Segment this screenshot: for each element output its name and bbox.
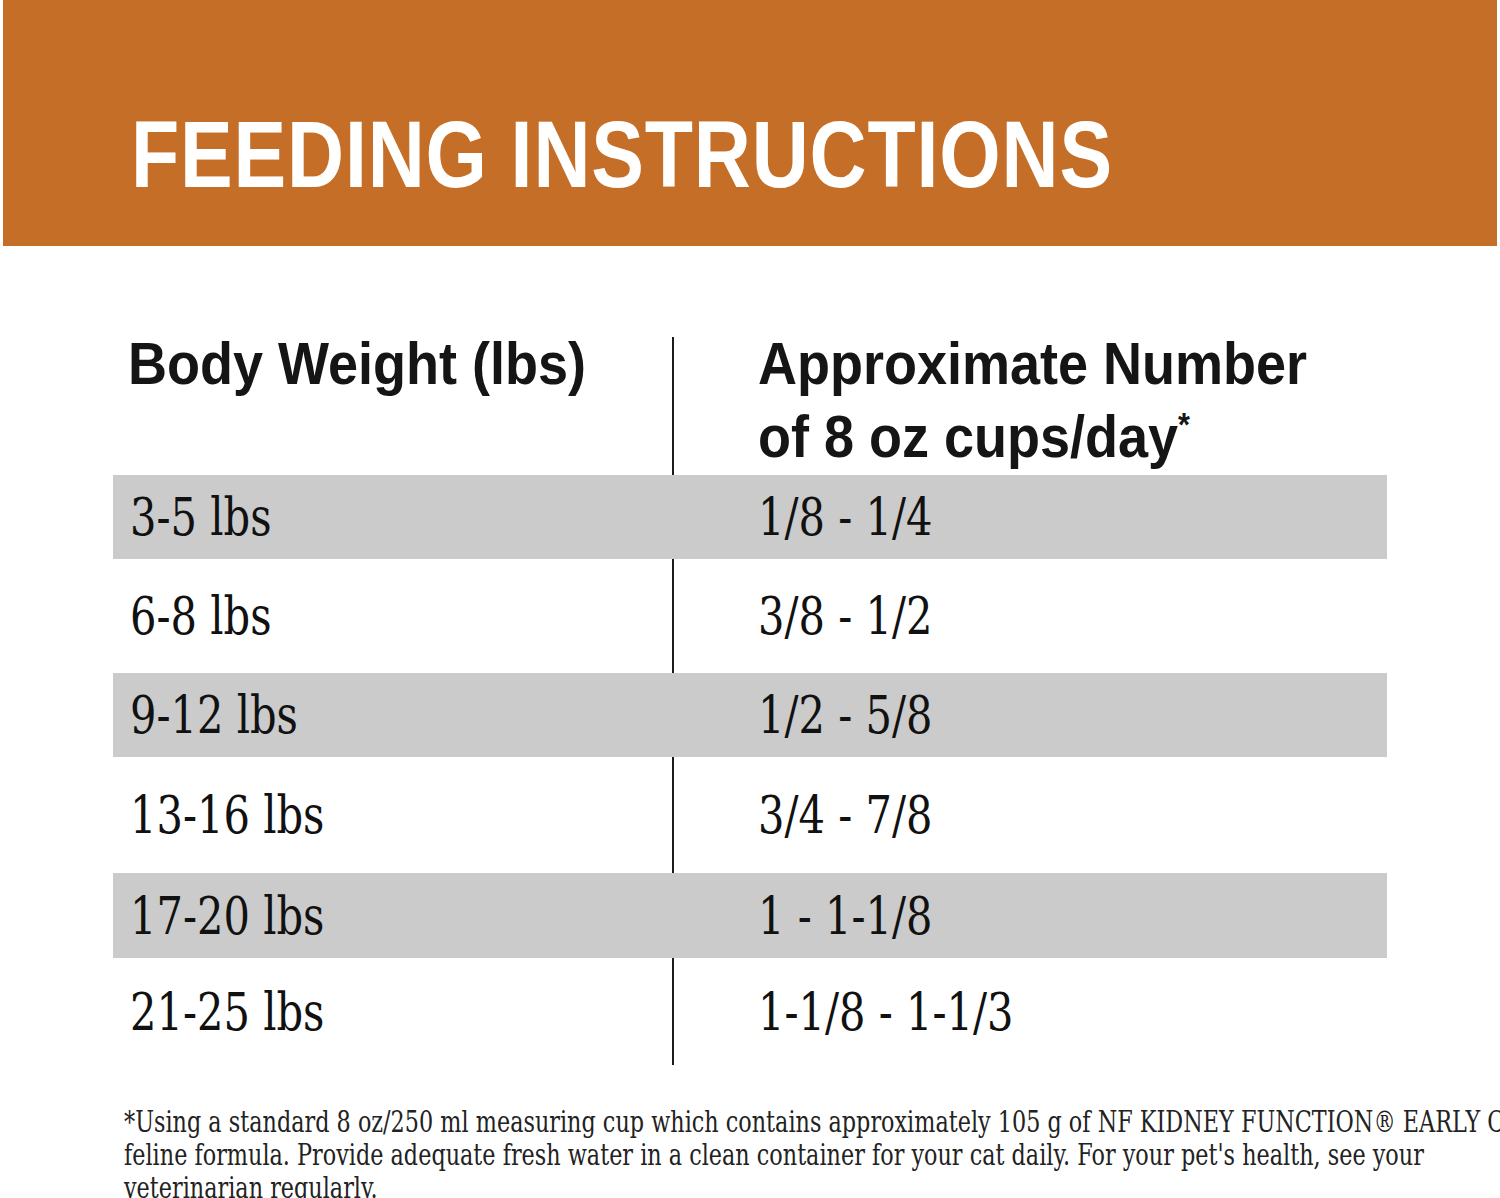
table-row: 6-8 lbs 3/8 - 1/2 <box>113 559 1387 673</box>
cups-cell: 1/2 - 5/8 <box>672 689 1387 741</box>
cups-value: 1/8 - 1/4 <box>758 491 932 543</box>
feeding-instructions-panel: FEEDING INSTRUCTIONS Body Weight (lbs) A… <box>0 0 1500 1198</box>
table-row: 9-12 lbs 1/2 - 5/8 <box>113 673 1387 757</box>
cups-cell: 1/8 - 1/4 <box>672 491 1387 543</box>
column-header-cups-per-day: Approximate Number of 8 oz cups/day* <box>758 327 1307 473</box>
cups-value: 1 - 1-1/8 <box>758 890 932 942</box>
body-weight-cell: 13-16 lbs <box>113 789 672 841</box>
body-weight-value: 13-16 lbs <box>130 789 324 841</box>
body-weight-value: 3-5 lbs <box>130 491 272 543</box>
body-weight-value: 9-12 lbs <box>130 689 298 741</box>
cups-value: 3/4 - 7/8 <box>758 789 932 841</box>
cups-value: 3/8 - 1/2 <box>758 590 932 642</box>
body-weight-value: 21-25 lbs <box>130 986 324 1038</box>
table-row: 21-25 lbs 1-1/8 - 1-1/3 <box>113 958 1387 1065</box>
body-weight-cell: 21-25 lbs <box>113 986 672 1038</box>
page-title: FEEDING INSTRUCTIONS <box>131 108 1113 202</box>
body-weight-cell: 6-8 lbs <box>113 590 672 642</box>
header-banner: FEEDING INSTRUCTIONS <box>3 0 1497 246</box>
cups-cell: 3/8 - 1/2 <box>672 590 1387 642</box>
body-weight-cell: 17-20 lbs <box>113 890 672 942</box>
cups-value: 1-1/8 - 1-1/3 <box>758 986 1013 1038</box>
table-row: 3-5 lbs 1/8 - 1/4 <box>113 475 1387 559</box>
footnote-asterisk-marker: * <box>1178 405 1190 443</box>
column-header-cups-line2-wrap: of 8 oz cups/day* <box>758 400 1307 473</box>
body-weight-value: 17-20 lbs <box>130 890 324 942</box>
cups-cell: 1-1/8 - 1-1/3 <box>672 986 1387 1038</box>
feeding-table: 3-5 lbs 1/8 - 1/4 6-8 lbs 3/8 - 1/2 9-12… <box>113 475 1387 1065</box>
column-header-body-weight: Body Weight (lbs) <box>128 327 586 400</box>
column-header-body-weight-label: Body Weight (lbs) <box>128 327 586 400</box>
cups-cell: 1 - 1-1/8 <box>672 890 1387 942</box>
body-weight-cell: 3-5 lbs <box>113 491 672 543</box>
body-weight-value: 6-8 lbs <box>130 590 272 642</box>
table-row: 17-20 lbs 1 - 1-1/8 <box>113 873 1387 958</box>
column-header-cups-line2: of 8 oz cups/day <box>758 403 1178 470</box>
cups-cell: 3/4 - 7/8 <box>672 789 1387 841</box>
column-header-cups-line1: Approximate Number <box>758 327 1307 400</box>
body-weight-cell: 9-12 lbs <box>113 689 672 741</box>
table-row: 13-16 lbs 3/4 - 7/8 <box>113 757 1387 873</box>
cups-value: 1/2 - 5/8 <box>758 689 932 741</box>
footnote-text: *Using a standard 8 oz/250 ml measuring … <box>124 1106 1500 1198</box>
